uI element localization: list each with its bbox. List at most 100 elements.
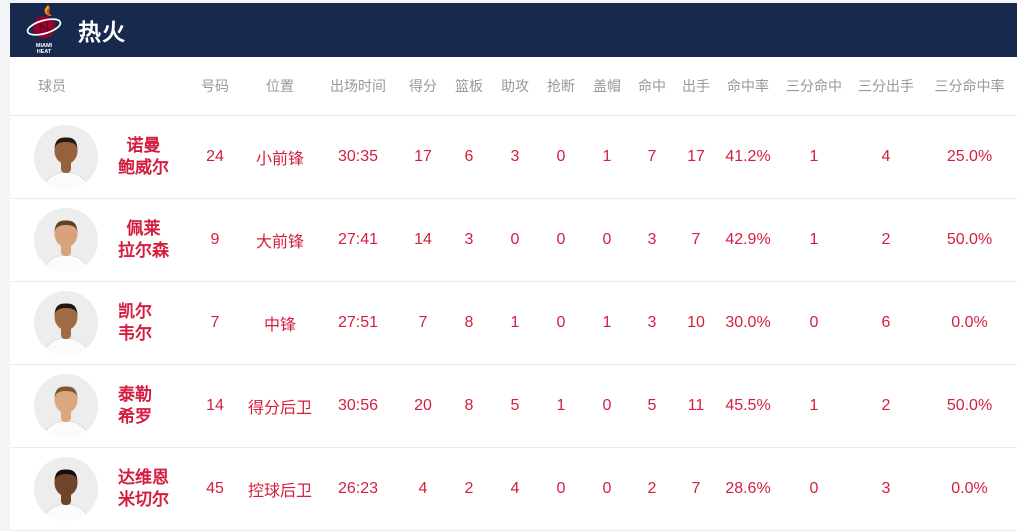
- stat-3pm: 1: [778, 198, 850, 282]
- player-last-name: 希罗: [118, 407, 152, 426]
- player-last-name: 鲍威尔: [118, 158, 169, 177]
- stat-3p-pct: 0.0%: [922, 281, 1017, 365]
- stat-position: 小前锋: [244, 115, 316, 199]
- player-cell: 泰勒 希罗: [10, 374, 186, 438]
- player-row[interactable]: 诺曼 鲍威尔 24 小前锋 30:35 17 6 3 0 1 7 17 41.2…: [10, 115, 1017, 199]
- stat-position: 大前锋: [244, 198, 316, 282]
- stat-blocks: 0: [584, 364, 630, 448]
- stat-3pa: 4: [850, 115, 922, 199]
- player-silhouette-icon: [34, 291, 98, 355]
- player-row[interactable]: 达维恩 米切尔 45 控球后卫 26:23 4 2 4 0 0 2 7 28.6…: [10, 447, 1017, 531]
- player-row[interactable]: 泰勒 希罗 14 得分后卫 30:56 20 8 5 1 0 5 11 45.5…: [10, 364, 1017, 448]
- stat-fga: 7: [674, 447, 718, 531]
- stat-3pm: 1: [778, 115, 850, 199]
- stat-points: 17: [400, 115, 446, 199]
- stat-3p-pct: 25.0%: [922, 115, 1017, 199]
- stat-fg-pct: 45.5%: [718, 364, 778, 448]
- column-header-position: 位置: [244, 57, 316, 116]
- stat-3pa: 2: [850, 364, 922, 448]
- player-cell: 凯尔 韦尔: [10, 291, 186, 355]
- player-cell: 达维恩 米切尔: [10, 457, 186, 521]
- stat-3p-pct: 50.0%: [922, 198, 1017, 282]
- stat-3pa: 6: [850, 281, 922, 365]
- stat-steals: 0: [538, 115, 584, 199]
- column-header-points: 得分: [400, 57, 446, 116]
- stat-number: 9: [186, 198, 244, 282]
- stat-assists: 0: [492, 198, 538, 282]
- stat-assists: 4: [492, 447, 538, 531]
- player-silhouette-icon: [34, 457, 98, 521]
- stat-steals: 0: [538, 198, 584, 282]
- stat-3p-pct: 0.0%: [922, 447, 1017, 531]
- stat-fgm: 5: [630, 364, 674, 448]
- stat-rebounds: 2: [446, 447, 492, 531]
- stat-fgm: 3: [630, 281, 674, 365]
- player-first-name: 凯尔: [118, 302, 152, 321]
- column-header-blocks: 盖帽: [584, 57, 630, 116]
- stat-rebounds: 8: [446, 281, 492, 365]
- player-first-name: 诺曼: [126, 136, 161, 155]
- player-last-name: 米切尔: [118, 490, 169, 509]
- heat-flaming-ball-icon: MIAMI HEAT: [26, 5, 62, 55]
- stat-number: 24: [186, 115, 244, 199]
- player-avatar[interactable]: [34, 125, 98, 189]
- column-header-fgm: 命中: [630, 57, 674, 116]
- stat-assists: 1: [492, 281, 538, 365]
- player-first-name: 达维恩: [118, 468, 169, 487]
- stats-header-row: 球员 号码 位置 出场时间 得分 篮板 助攻 抢断 盖帽 命中 出手 命中率 三…: [10, 57, 1017, 116]
- stat-fga: 7: [674, 198, 718, 282]
- stat-fga: 10: [674, 281, 718, 365]
- player-silhouette-icon: [34, 125, 98, 189]
- team-stats-card: MIAMI HEAT 热火 球员 号码 位置 出场时间 得分 篮板 助攻 抢断 …: [10, 3, 1017, 531]
- player-row[interactable]: 凯尔 韦尔 7 中锋 27:51 7 8 1 0 1 3 10 30.0% 0 …: [10, 281, 1017, 365]
- column-header-rebounds: 篮板: [446, 57, 492, 116]
- stat-blocks: 0: [584, 198, 630, 282]
- column-header-minutes: 出场时间: [316, 57, 400, 116]
- player-avatar[interactable]: [34, 374, 98, 438]
- stat-minutes: 30:56: [316, 364, 400, 448]
- stat-position: 中锋: [244, 281, 316, 365]
- player-name-link[interactable]: 达维恩 米切尔: [118, 467, 169, 511]
- stat-steals: 0: [538, 281, 584, 365]
- stat-points: 4: [400, 447, 446, 531]
- stat-rebounds: 6: [446, 115, 492, 199]
- stat-fgm: 3: [630, 198, 674, 282]
- stat-minutes: 27:51: [316, 281, 400, 365]
- stat-assists: 5: [492, 364, 538, 448]
- svg-text:MIAMI: MIAMI: [36, 43, 53, 49]
- stat-position: 得分后卫: [244, 364, 316, 448]
- stat-assists: 3: [492, 115, 538, 199]
- column-header-number: 号码: [186, 57, 244, 116]
- player-name-link[interactable]: 佩莱 拉尔森: [118, 218, 169, 262]
- stat-fga: 17: [674, 115, 718, 199]
- stat-minutes: 27:41: [316, 198, 400, 282]
- stat-3pm: 1: [778, 364, 850, 448]
- miami-heat-logo-icon: MIAMI HEAT: [26, 5, 64, 55]
- player-name-link[interactable]: 泰勒 希罗: [118, 384, 152, 428]
- stat-rebounds: 3: [446, 198, 492, 282]
- player-name-link[interactable]: 凯尔 韦尔: [118, 301, 152, 345]
- player-avatar[interactable]: [34, 457, 98, 521]
- player-row[interactable]: 佩莱 拉尔森 9 大前锋 27:41 14 3 0 0 0 3 7 42.9% …: [10, 198, 1017, 282]
- svg-text:HEAT: HEAT: [37, 49, 52, 55]
- player-name-link[interactable]: 诺曼 鲍威尔: [118, 135, 169, 179]
- column-header-3pa: 三分出手: [850, 57, 922, 116]
- player-first-name: 佩莱: [126, 219, 161, 238]
- column-header-steals: 抢断: [538, 57, 584, 116]
- player-avatar[interactable]: [34, 208, 98, 272]
- player-rows: 诺曼 鲍威尔 24 小前锋 30:35 17 6 3 0 1 7 17 41.2…: [10, 115, 1017, 531]
- column-header-fga: 出手: [674, 57, 718, 116]
- stat-fgm: 2: [630, 447, 674, 531]
- stat-fg-pct: 28.6%: [718, 447, 778, 531]
- stat-points: 14: [400, 198, 446, 282]
- player-avatar[interactable]: [34, 291, 98, 355]
- stat-fg-pct: 30.0%: [718, 281, 778, 365]
- stat-points: 7: [400, 281, 446, 365]
- stat-number: 14: [186, 364, 244, 448]
- stat-fg-pct: 42.9%: [718, 198, 778, 282]
- stat-3pa: 3: [850, 447, 922, 531]
- stat-steals: 1: [538, 364, 584, 448]
- stat-fga: 11: [674, 364, 718, 448]
- player-silhouette-icon: [34, 208, 98, 272]
- stat-fgm: 7: [630, 115, 674, 199]
